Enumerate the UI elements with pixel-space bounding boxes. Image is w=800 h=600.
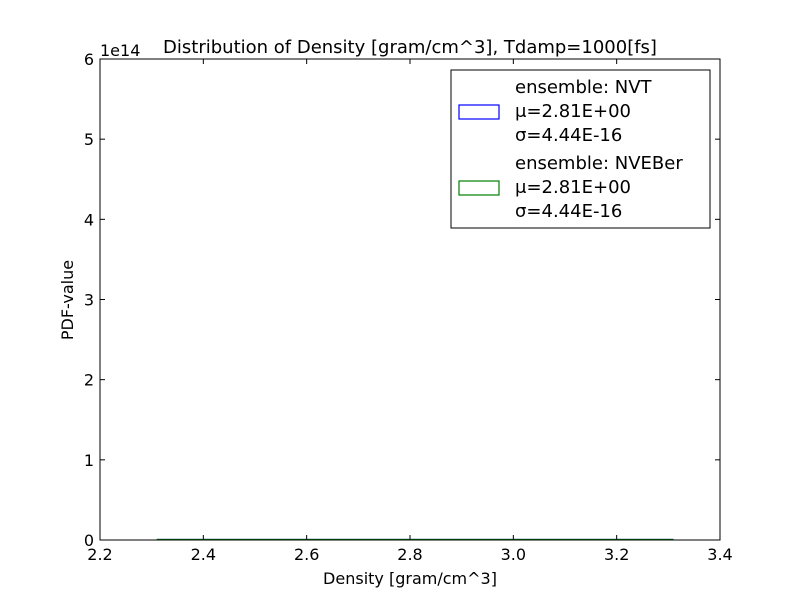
x-tick-label: 3.4 — [707, 545, 732, 564]
legend: ensemble: NVT μ=2.81E+00 σ=4.44E-16 ense… — [450, 69, 711, 229]
legend-swatch-nveber — [458, 180, 500, 196]
y-tick-label: 4 — [84, 210, 94, 229]
legend-swatch-nvt — [458, 104, 500, 120]
x-axis: 2.2 2.4 2.6 2.8 3.0 3.2 3.4 — [87, 59, 733, 564]
x-tick-label: 2.8 — [397, 545, 422, 564]
legend-label-nveber: ensemble: NVEBer — [515, 153, 683, 174]
legend-mu-nvt: μ=2.81E+00 — [515, 101, 631, 122]
x-tick-label: 3.2 — [604, 545, 629, 564]
x-tick-label: 2.6 — [294, 545, 319, 564]
y-axis-label: PDF-value — [58, 260, 77, 340]
x-tick-label: 2.4 — [191, 545, 216, 564]
y-tick-label: 2 — [84, 371, 94, 390]
y-tick-label: 1 — [84, 451, 94, 470]
legend-label-nvt: ensemble: NVT — [515, 77, 653, 98]
x-tick-label: 3.0 — [501, 545, 526, 564]
legend-sigma-nveber: σ=4.44E-16 — [515, 201, 622, 222]
chart-title: Distribution of Density [gram/cm^3], Tda… — [163, 37, 657, 58]
legend-box — [450, 69, 711, 229]
y-tick-label: 6 — [84, 50, 94, 69]
y-tick-label: 0 — [84, 531, 94, 550]
x-tick-label: 2.2 — [87, 545, 112, 564]
legend-mu-nveber: μ=2.81E+00 — [515, 177, 631, 198]
y-tick-label: 5 — [84, 130, 94, 149]
y-tick-label: 3 — [84, 291, 94, 310]
y-multiplier-label: 1e14 — [100, 41, 140, 60]
legend-sigma-nvt: σ=4.44E-16 — [515, 125, 622, 146]
x-axis-label: Density [gram/cm^3] — [323, 569, 497, 588]
y-axis: 0 1 2 3 4 5 6 — [84, 50, 720, 550]
